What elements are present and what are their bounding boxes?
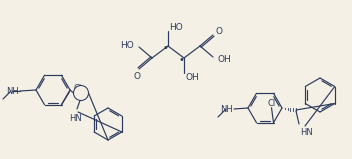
Text: OH: OH: [185, 73, 199, 82]
Text: •: •: [178, 55, 184, 65]
Text: NH: NH: [220, 104, 233, 114]
Text: Cl: Cl: [74, 84, 82, 93]
Text: OH: OH: [218, 55, 232, 63]
Text: •: •: [162, 43, 168, 53]
Text: HN: HN: [69, 114, 81, 123]
Text: NH: NH: [6, 86, 19, 96]
Text: Cl: Cl: [268, 99, 276, 108]
Text: HO: HO: [120, 41, 134, 49]
Circle shape: [74, 86, 88, 100]
Text: Abs: Abs: [75, 90, 87, 96]
Text: HN: HN: [300, 128, 313, 137]
Text: O: O: [133, 72, 140, 81]
Text: HO: HO: [169, 23, 183, 31]
Text: O: O: [216, 28, 223, 37]
